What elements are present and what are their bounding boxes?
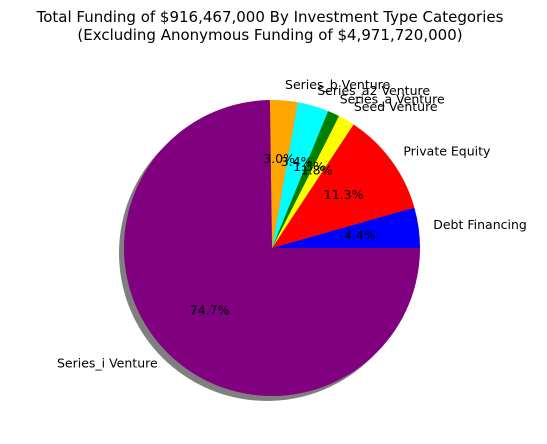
chart-title: Total Funding of $916,467,000 By Investm… bbox=[36, 8, 504, 26]
pie-slice-debt-financing bbox=[272, 207, 420, 248]
pie-slices bbox=[124, 99, 420, 396]
slice-percent-seed-venture: 1.8% bbox=[301, 163, 333, 178]
chart-subtitle: (Excluding Anonymous Funding of $4,971,7… bbox=[77, 26, 462, 44]
pie-slice-series-a-venture bbox=[272, 111, 340, 248]
slice-label-series-a-venture: Series_a Venture bbox=[340, 91, 445, 106]
slice-percent-series-a-venture: 1.3% bbox=[293, 159, 325, 174]
slice-percent-series-a2-venture: 3.4% bbox=[281, 154, 313, 169]
slice-percent-debt-financing: 4.4% bbox=[344, 227, 376, 242]
slice-label-series-b-venture: Series_b Venture bbox=[285, 77, 390, 92]
pie-slice-seed-venture bbox=[272, 116, 354, 248]
slice-label-series-a2-venture: Series_a2 Venture bbox=[317, 83, 430, 98]
pie-slice-private-equity bbox=[272, 124, 415, 248]
slice-percent-series-i-venture: 74.7% bbox=[190, 303, 230, 318]
slice-label-debt-financing: Debt Financing bbox=[433, 217, 527, 232]
pie-slice-series-b-venture bbox=[269, 99, 298, 248]
slice-label-seed-venture: Seed Venture bbox=[354, 99, 438, 114]
pie-slice-series-i-venture bbox=[124, 100, 420, 396]
slice-percent-private-equity: 11.3% bbox=[324, 187, 364, 202]
pie-slice-series-a2-venture bbox=[272, 102, 329, 249]
slice-percent-series-b-venture: 3.0% bbox=[263, 151, 295, 166]
slice-label-private-equity: Private Equity bbox=[403, 143, 491, 158]
pie-labels: Debt Financing 4.4% Private Equity 11.3% See… bbox=[57, 77, 527, 370]
slice-label-series-i-venture: Series_i Venture bbox=[57, 355, 158, 370]
